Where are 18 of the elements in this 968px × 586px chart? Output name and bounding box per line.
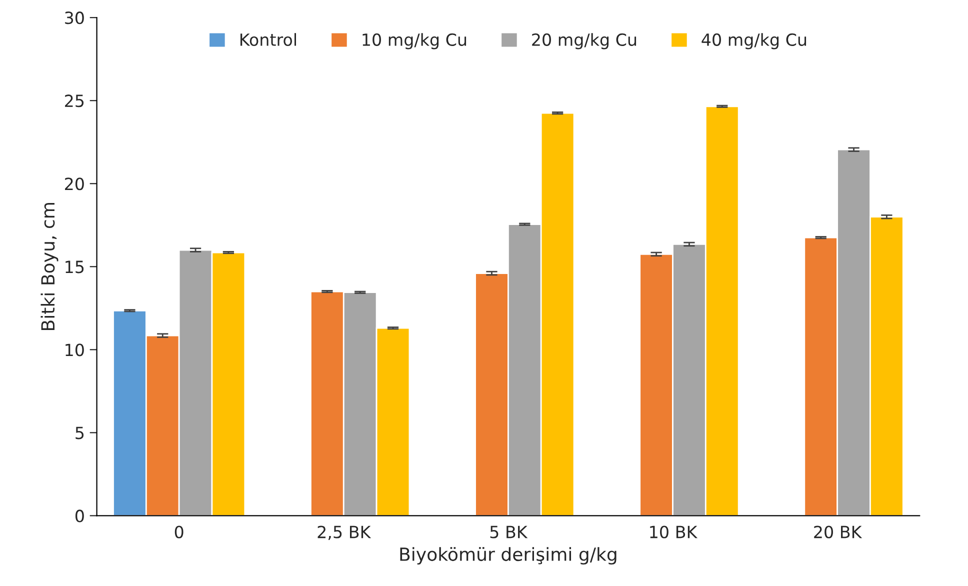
y-tick-label: 15: [66, 260, 84, 274]
y-tick-label: 0: [75, 510, 84, 522]
y-tick-label: 10: [66, 344, 84, 356]
x-tick-label: 20 BK: [814, 526, 862, 538]
x-tick-label: 0: [174, 526, 184, 538]
x-tick-label: 2,5 BK: [318, 526, 372, 540]
x-axis-title: Biyokömür derişimi g/kg: [400, 547, 616, 565]
y-tick-label: 20: [65, 178, 84, 190]
y-tick-label: 30: [65, 12, 84, 24]
legend-label: 20 mg/kg Cu: [532, 33, 636, 50]
x-tick-label: 10 BK: [650, 526, 698, 538]
y-tick-label: 5: [76, 426, 84, 440]
legend-label: 10 mg/kg Cu: [362, 33, 466, 50]
legend-label: 40 mg/kg Cu: [702, 33, 806, 50]
y-tick-label: 25: [65, 94, 84, 108]
y-axis-title: Bitki Boyu, cm: [40, 203, 58, 330]
legend-label: Kontrol: [240, 33, 296, 46]
x-tick-label: 5 BK: [490, 526, 528, 538]
